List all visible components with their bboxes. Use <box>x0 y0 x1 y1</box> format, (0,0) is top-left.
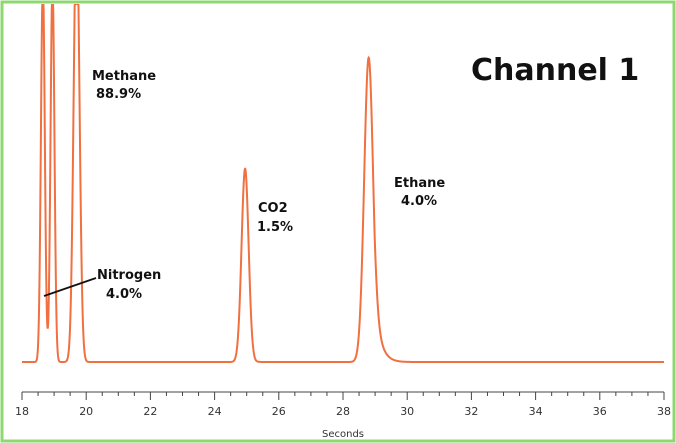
x-tick-label: 34 <box>529 405 543 418</box>
x-tick-label: 30 <box>400 405 414 418</box>
x-tick-label: 18 <box>15 405 29 418</box>
x-tick-label: 26 <box>272 405 286 418</box>
x-tick-label: 24 <box>208 405 222 418</box>
x-tick-label: 36 <box>593 405 607 418</box>
x-tick-label: 20 <box>79 405 93 418</box>
nitrogen-annotation-value: 4.0% <box>106 287 142 302</box>
x-tick-label: 38 <box>657 405 671 418</box>
plot-area <box>22 3 664 363</box>
co2-annotation-value: 1.5% <box>257 220 293 235</box>
chromatogram-trace <box>22 4 664 363</box>
chart-title: Channel 1 <box>471 53 639 88</box>
x-tick-label: 28 <box>336 405 350 418</box>
x-tick-label: 22 <box>143 405 157 418</box>
x-axis: 18 20 22 24 26 28 30 32 34 36 38 <box>15 391 671 418</box>
nitrogen-leader-line <box>43 277 97 297</box>
nitrogen-annotation-name: Nitrogen <box>97 268 161 283</box>
co2-annotation-name: CO2 <box>258 201 288 216</box>
x-tick-label: 32 <box>464 405 478 418</box>
x-axis-title: Seconds <box>322 429 364 440</box>
methane-annotation-value: 88.9% <box>96 87 141 102</box>
ethane-annotation-name: Ethane <box>394 176 445 191</box>
ethane-annotation-value: 4.0% <box>401 194 437 209</box>
methane-annotation-name: Methane <box>92 69 156 84</box>
